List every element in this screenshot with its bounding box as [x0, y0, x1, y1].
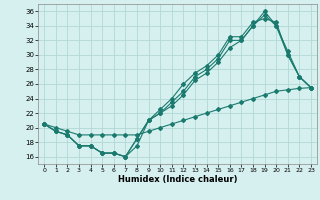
X-axis label: Humidex (Indice chaleur): Humidex (Indice chaleur)	[118, 175, 237, 184]
